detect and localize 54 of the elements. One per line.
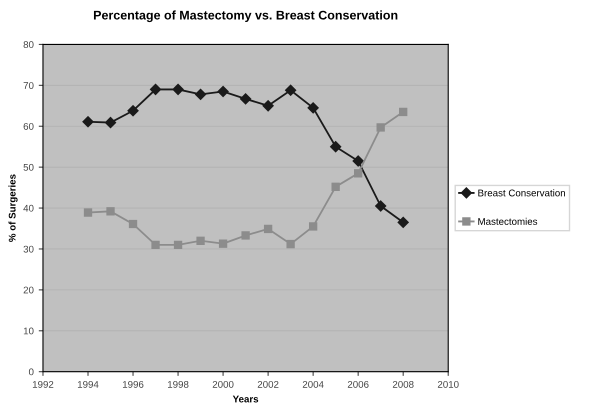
- point: [151, 240, 160, 250]
- x-tick-label: 2010: [438, 380, 459, 388]
- x-tick-label: 1996: [122, 380, 144, 388]
- point: [172, 84, 184, 96]
- point: [241, 231, 250, 240]
- y-axis-title: % of Surgeries: [8, 174, 18, 242]
- point: [240, 93, 252, 104]
- y-tick-label: 30: [24, 246, 34, 253]
- x-tick-label: 2006: [348, 380, 369, 388]
- x-tick-label: 2002: [258, 380, 278, 388]
- y-tick-label: 70: [24, 82, 34, 89]
- point: [218, 239, 228, 248]
- chart-title: Percentage of Mastectomy vs. Breast Conservation: [94, 10, 398, 22]
- y-tick-label: 50: [24, 164, 34, 171]
- legend-label: Breast Conservation: [478, 189, 566, 196]
- x-tick-label: 1992: [32, 380, 54, 388]
- y-tick-label: 80: [24, 41, 34, 48]
- x-tick-label: 1994: [78, 380, 99, 388]
- x-tick-label: 2004: [302, 380, 324, 388]
- point: [217, 86, 229, 98]
- point: [376, 123, 385, 132]
- x-tick-label: 2000: [212, 380, 234, 388]
- point: [82, 116, 94, 128]
- legend-label: Mastectomies: [478, 218, 538, 225]
- point: [106, 207, 115, 216]
- x-axis-title: Years: [232, 396, 258, 402]
- point: [352, 155, 364, 167]
- point: [330, 141, 342, 152]
- point: [262, 100, 274, 112]
- y-tick-label: 10: [24, 328, 34, 334]
- point: [285, 84, 296, 96]
- point: [286, 240, 295, 248]
- y-tick-label: 20: [24, 286, 34, 294]
- y-tick-label: 60: [24, 122, 34, 130]
- point: [127, 105, 139, 116]
- point: [84, 208, 92, 217]
- point: [150, 84, 162, 96]
- point: [128, 220, 138, 228]
- x-tick-label: 1998: [168, 380, 188, 388]
- point: [399, 108, 408, 116]
- x-tick-label: 2008: [392, 380, 414, 388]
- point: [196, 236, 205, 245]
- point: [354, 169, 362, 178]
- point: [104, 116, 116, 128]
- point: [398, 216, 409, 228]
- point: [308, 102, 319, 114]
- y-tick-label: 40: [23, 204, 34, 212]
- point: [194, 88, 206, 100]
- y-tick-label: 0: [28, 368, 34, 376]
- point: [174, 240, 182, 250]
- point: [308, 222, 318, 231]
- point: [375, 200, 386, 212]
- point: [264, 224, 272, 234]
- point: [331, 182, 340, 191]
